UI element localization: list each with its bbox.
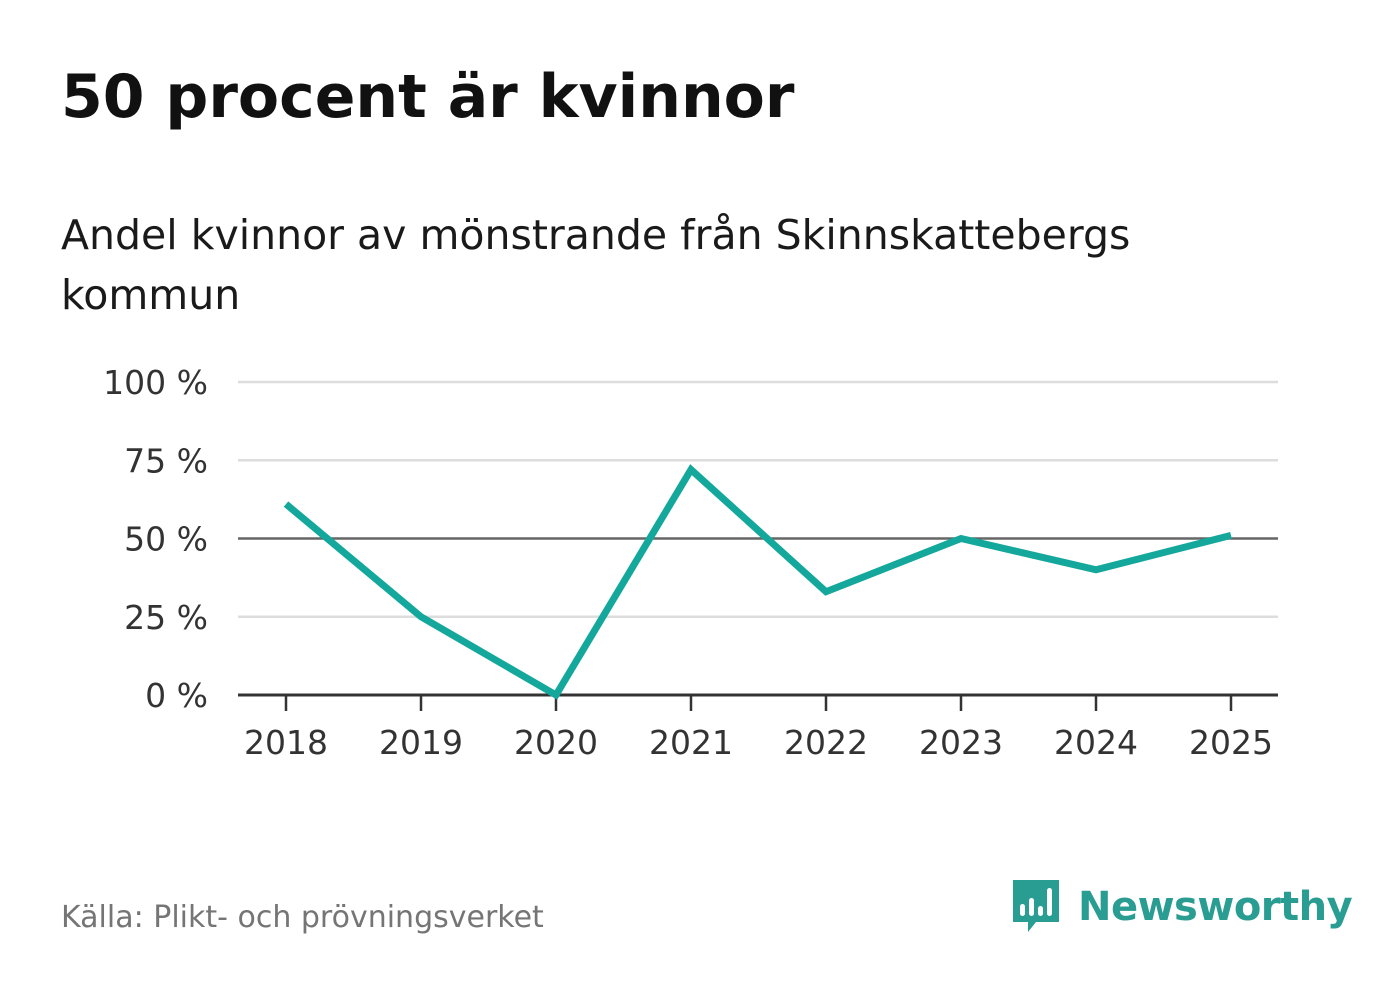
y-tick-label: 25 % [124,598,208,637]
grid-lines [238,380,1278,618]
data-point [556,695,557,696]
brand-name: Newsworthy [1078,884,1353,930]
y-tick-label: 0 % [145,676,208,715]
data-point [421,616,422,617]
chart-title: 50 procent är kvinnor [61,62,795,132]
axes [238,693,1278,711]
x-tick-label: 2019 [379,723,463,762]
y-tick-label: 50 % [124,520,208,559]
x-tick-label: 2022 [784,723,868,762]
y-tick-label: 75 % [124,441,208,480]
x-tick-label: 2023 [919,723,1003,762]
x-tick-label: 2021 [649,723,733,762]
x-tick-label: 2020 [514,723,598,762]
tick-labels: 0 % 25 % 50 % 75 % 100 % 2018 2019 2020 2021 2022… [103,363,1273,762]
data-point [691,469,692,470]
brand-logo: Newsworthy [1010,876,1353,938]
series-line [283,464,1232,700]
chart-subtitle: Andel kvinnor av mönstrande från Skinnsk… [61,211,1131,319]
data-point [1096,569,1097,570]
newsworthy-logo-icon [1013,880,1059,932]
data-point [961,538,962,539]
source-note: Källa: Plikt- och prövningsverket [61,900,544,935]
data-point [286,504,287,505]
data-point [1231,535,1232,536]
x-tick-label: 2018 [244,723,328,762]
data-series [283,464,1232,700]
x-tick-label: 2024 [1054,723,1138,762]
y-tick-label: 100 % [103,363,208,402]
data-point [826,591,827,592]
x-tick-label: 2025 [1189,723,1273,762]
